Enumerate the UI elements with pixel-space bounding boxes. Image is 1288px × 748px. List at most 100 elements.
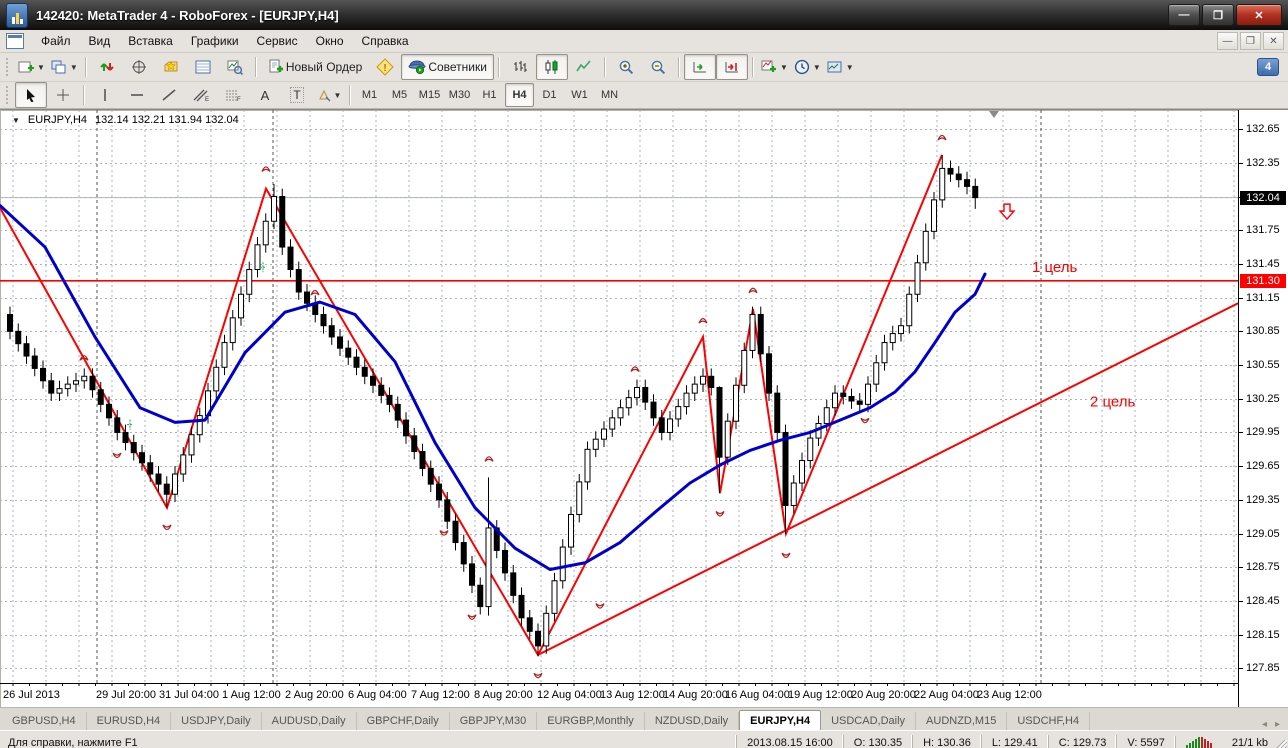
fibonacci-icon: F	[226, 90, 241, 102]
timeframe-m1[interactable]: M1	[361, 89, 378, 101]
menu-item-сервис[interactable]: Сервис	[256, 34, 298, 48]
resize-grip[interactable]	[1274, 740, 1287, 748]
fibonacci-button[interactable]: F	[217, 82, 249, 108]
profiles-button[interactable]: ▼	[48, 54, 81, 80]
new-order-button[interactable]: Новый Ордер	[261, 54, 369, 80]
timeframe-m15[interactable]: M15	[418, 89, 441, 101]
price-axis[interactable]: 132.65132.35132.05131.75131.45131.15130.…	[1238, 110, 1288, 707]
timeframe-m5[interactable]: M5	[391, 89, 408, 101]
timeframe-d1[interactable]: D1	[542, 89, 557, 101]
chart-canvas[interactable]: 1 цель 2 цель 26 Jul 2013 29 Jul 20:00 31 Ju…	[0, 110, 1238, 707]
tab-eurjpy-h4[interactable]: EURJPY,H4	[739, 710, 822, 730]
status-low: L: 129.41	[980, 734, 1048, 748]
candlestick-chart-button[interactable]	[535, 54, 568, 80]
time-axis-label: 22 Aug 04:00	[914, 689, 979, 701]
price-tick-mark	[1239, 601, 1243, 602]
tab-nzdusd-daily[interactable]: NZDUSD,Daily	[645, 712, 740, 730]
chart-shift-button[interactable]	[715, 54, 748, 80]
chart-area[interactable]: 1 цель 2 цель 26 Jul 2013 29 Jul 20:00 31 Ju…	[0, 109, 1288, 707]
price-axis-label: 129.65	[1246, 460, 1280, 473]
maximize-button[interactable]: ❐	[1202, 4, 1234, 26]
time-axis-label: 16 Aug 04:00	[725, 689, 790, 701]
mdi-restore-button[interactable]: ❐	[1240, 32, 1261, 50]
candlestick-chart-icon	[545, 60, 558, 74]
price-axis-label: 131.15	[1246, 291, 1280, 304]
price-axis-label: 129.35	[1246, 493, 1280, 506]
price-axis-label: 128.75	[1246, 561, 1280, 574]
chart-tabs: GBPUSD,H4 EURUSD,H4 USDJPY,Daily AUDUSD,Dai…	[2, 710, 1091, 730]
tab-eurusd-h4[interactable]: EURUSD,H4	[87, 712, 172, 730]
zoom-out-button[interactable]	[642, 54, 674, 80]
tab-gbpchf-daily[interactable]: GBPCHF,Daily	[357, 712, 450, 730]
line-chart-button[interactable]	[568, 54, 600, 80]
collapse-triangle-icon[interactable]: ▼	[12, 115, 20, 125]
new-chart-button[interactable]: ▼	[15, 54, 48, 80]
indicators-button[interactable]: ▼	[758, 54, 791, 80]
bar-chart-button[interactable]	[504, 54, 536, 80]
templates-button[interactable]: ▼	[824, 54, 857, 80]
tab-usdcad-daily[interactable]: USDCAD,Daily	[821, 712, 917, 730]
title-bar: 142420: MetaTrader 4 - RoboForex - [EURJ…	[0, 0, 1288, 30]
market-watch-button[interactable]	[91, 54, 123, 80]
timeframe-m30[interactable]: M30	[448, 89, 471, 101]
tab-gbpjpy-m30[interactable]: GBPJPY,M30	[450, 712, 538, 730]
trendline-button[interactable]	[153, 82, 185, 108]
sell-arrow-icon[interactable]	[998, 203, 1016, 221]
close-button[interactable]: ✕	[1236, 4, 1282, 26]
mdi-close-button[interactable]: ✕	[1263, 32, 1284, 50]
crosshair-button[interactable]	[47, 82, 79, 108]
chart-tabs-bar: GBPUSD,H4 EURUSD,H4 USDJPY,Daily AUDUSD,Dai…	[0, 707, 1288, 730]
channel-button[interactable]: E	[185, 82, 217, 108]
mdi-minimize-button[interactable]: —	[1217, 32, 1238, 50]
chart-annotation-1[interactable]: 1 цель	[1032, 259, 1078, 276]
chart-shift-marker-icon[interactable]	[989, 111, 999, 118]
notifications-button[interactable]: 4	[1257, 58, 1279, 76]
tab-audusd-daily[interactable]: AUDUSD,Daily	[262, 712, 357, 730]
timeframe-w1[interactable]: W1	[571, 89, 588, 101]
advisors-button[interactable]: Советники	[401, 54, 494, 80]
line-chart-icon	[576, 60, 591, 72]
tab-usdchf-h4[interactable]: USDCHF,H4	[1007, 712, 1091, 730]
status-open: O: 130.35	[842, 734, 912, 748]
navigator-button[interactable]	[155, 54, 187, 80]
zigzag-line[interactable]	[0, 154, 943, 657]
zoom-in-button[interactable]	[610, 54, 642, 80]
tabs-scroll-left-icon[interactable]: ◂	[1261, 719, 1267, 730]
minimize-button[interactable]: —	[1168, 4, 1200, 26]
timeframe-mn[interactable]: MN	[600, 89, 619, 101]
tab-usdjpy-daily[interactable]: USDJPY,Daily	[171, 712, 262, 730]
tab-audnzd-m15[interactable]: AUDNZD,M15	[916, 712, 1008, 730]
tab-gbpusd-h4[interactable]: GBPUSD,H4	[2, 712, 87, 730]
time-axis-label: 13 Aug 12:00	[600, 689, 665, 701]
indicators-icon	[761, 60, 776, 72]
alert-button[interactable]: !	[369, 54, 401, 80]
timeframe-h4[interactable]: H4	[505, 83, 534, 107]
tab-eurgbp-monthly[interactable]: EURGBP,Monthly	[537, 712, 645, 730]
shapes-button[interactable]: ▼	[313, 82, 345, 108]
cursor-button[interactable]	[15, 82, 47, 108]
tabs-scroll-right-icon[interactable]: ▸	[1274, 719, 1280, 730]
timeframe-h1[interactable]: H1	[482, 89, 497, 101]
moving-average-line[interactable]	[0, 204, 987, 572]
menu-item-графики[interactable]: Графики	[190, 34, 239, 48]
menu-item-вид[interactable]: Вид	[88, 34, 111, 48]
menu-item-файл[interactable]: Файл	[41, 34, 71, 48]
label-button[interactable]: T	[281, 82, 313, 108]
menu-item-справка[interactable]: Справка	[361, 34, 409, 48]
menu-item-вставка[interactable]: Вставка	[128, 34, 173, 48]
tester-button[interactable]	[219, 54, 251, 80]
terminal-button[interactable]	[187, 54, 219, 80]
horizontal-line-icon	[131, 94, 143, 96]
text-button[interactable]: A	[260, 87, 270, 103]
trendline[interactable]	[537, 302, 1238, 656]
chart-window-icon[interactable]	[6, 33, 24, 49]
horizontal-line-button[interactable]	[121, 82, 153, 108]
menu-item-окно[interactable]: Окно	[315, 34, 344, 48]
auto-scroll-button[interactable]	[683, 54, 716, 80]
vertical-line-button[interactable]	[89, 82, 121, 108]
tester-icon	[227, 60, 243, 75]
time-axis-label: 6 Aug 04:00	[348, 689, 407, 701]
chart-annotation-2[interactable]: 2 цель	[1090, 394, 1136, 411]
data-window-button[interactable]	[123, 54, 155, 80]
periods-button[interactable]: ▼	[791, 54, 824, 80]
